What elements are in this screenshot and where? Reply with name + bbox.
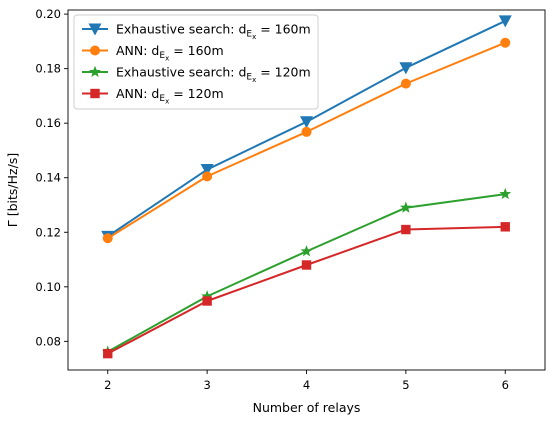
legend-label-subscript: E <box>246 73 252 83</box>
series-3-point <box>499 187 512 200</box>
series-4-point <box>500 222 510 232</box>
x-tick-label: 5 <box>402 378 409 392</box>
legend-label-3: Exhaustive search: dEx = 120m <box>116 65 311 85</box>
x-tick-label: 4 <box>303 378 310 392</box>
y-tick-label: 0.16 <box>35 116 61 130</box>
y-axis-label: Γ [bits/Hz/s] <box>5 153 20 227</box>
series-1-point <box>300 116 313 129</box>
legend-marker-4 <box>90 88 100 99</box>
legend-label-prefix: ANN: d <box>116 43 159 58</box>
legend-label-prefix: Exhaustive search: d <box>116 65 246 80</box>
legend-label-prefix: Exhaustive search: d <box>116 22 246 37</box>
legend-label-subscript: E <box>159 94 165 104</box>
series-3-point <box>399 201 412 213</box>
y-tick-label: 0.12 <box>35 225 61 239</box>
y-tick-label: 0.10 <box>35 280 61 294</box>
y-tick-label: 0.20 <box>35 7 61 21</box>
series-4-point <box>401 224 411 235</box>
legend-label-subscript: E <box>159 51 165 61</box>
legend-label-subsubscript: x <box>165 98 169 106</box>
legend-label-4: ANN: dEx = 120m <box>116 86 224 106</box>
x-tick-label: 3 <box>203 378 210 392</box>
series-3-point <box>201 290 214 302</box>
x-axis-label: Number of relays <box>253 400 361 415</box>
series-2-point <box>301 126 312 137</box>
series-4-point <box>301 260 312 270</box>
legend-label-suffix: = 160m <box>169 43 223 58</box>
legend-label-subsubscript: x <box>165 55 169 63</box>
series-markers <box>101 15 512 359</box>
series-1-point <box>200 164 214 177</box>
legend-label-subsubscript: x <box>252 76 256 84</box>
legend-marker-2 <box>90 45 100 56</box>
legend-box <box>73 14 319 110</box>
legend-label-subscript: E <box>246 30 252 40</box>
series-2-point <box>500 37 511 48</box>
axes: 2 3 4 5 6 0.08 0.10 0.12 0.14 0.16 0.18 0.20 <box>35 7 509 392</box>
series-2-point <box>202 171 213 182</box>
series-4-point <box>202 296 212 306</box>
y-tick-label: 0.14 <box>35 171 61 185</box>
series-2-point <box>400 78 411 89</box>
legend-label-2: ANN: dEx = 160m <box>116 43 224 63</box>
series-3-point <box>300 245 313 257</box>
y-tick-label: 0.18 <box>35 62 61 76</box>
legend-marker-3 <box>89 65 101 78</box>
legend-label-1: Exhaustive search: dEx = 160m <box>116 22 311 42</box>
legend-label-prefix: ANN: d <box>116 86 159 101</box>
y-tick-label: 0.08 <box>35 334 61 348</box>
x-tick-label: 6 <box>502 378 509 392</box>
x-tick-label: 2 <box>104 378 111 392</box>
legend-label-suffix: = 120m <box>256 65 310 80</box>
legend-label-suffix: = 120m <box>169 86 223 101</box>
legend-marker-1 <box>88 23 102 36</box>
series-2-point <box>102 233 113 244</box>
legend-label-suffix: = 160m <box>256 22 310 37</box>
legend-label-subsubscript: x <box>252 33 256 41</box>
series-1-point <box>399 62 413 75</box>
series-1-point <box>498 15 512 28</box>
series-4-point <box>103 348 113 359</box>
